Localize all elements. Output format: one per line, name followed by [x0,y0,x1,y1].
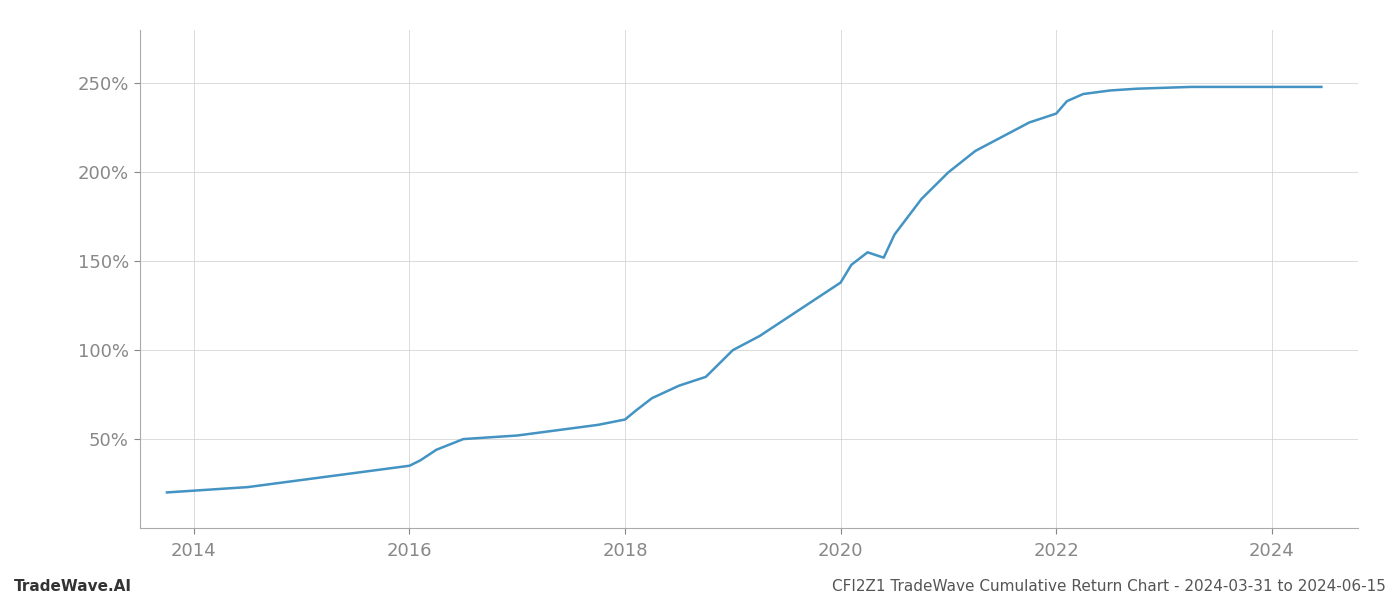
Text: CFI2Z1 TradeWave Cumulative Return Chart - 2024-03-31 to 2024-06-15: CFI2Z1 TradeWave Cumulative Return Chart… [832,579,1386,594]
Text: TradeWave.AI: TradeWave.AI [14,579,132,594]
